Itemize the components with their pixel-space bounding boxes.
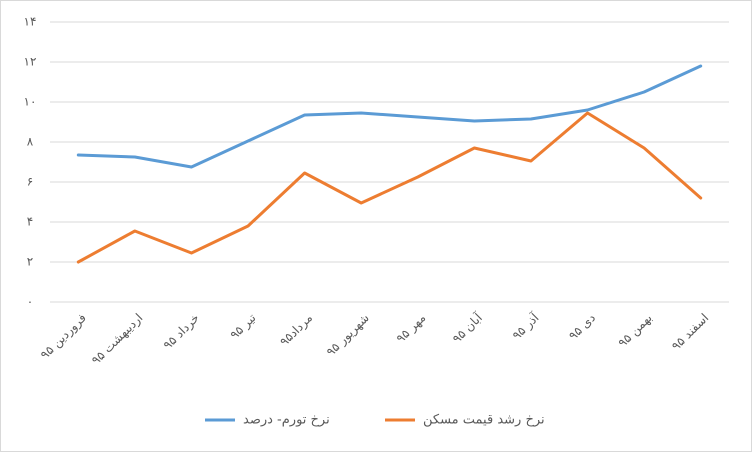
series-line [76,64,703,169]
y-tick-label: ۶ [27,175,33,189]
y-tick-label: ۱۴ [24,15,37,29]
legend-label: نرخ رشد قیمت مسکن [423,413,545,428]
y-tick-label: ۸ [27,135,34,149]
y-tick-label: ۱۲ [24,55,37,69]
y-tick-label: ۲ [27,255,33,269]
legend-label: نرخ تورم- درصد [243,413,330,428]
series-line [76,111,703,264]
y-tick-label: ۰ [27,295,33,309]
y-tick-label: ۱۰ [24,95,37,109]
y-tick-label: ۴ [27,215,33,229]
